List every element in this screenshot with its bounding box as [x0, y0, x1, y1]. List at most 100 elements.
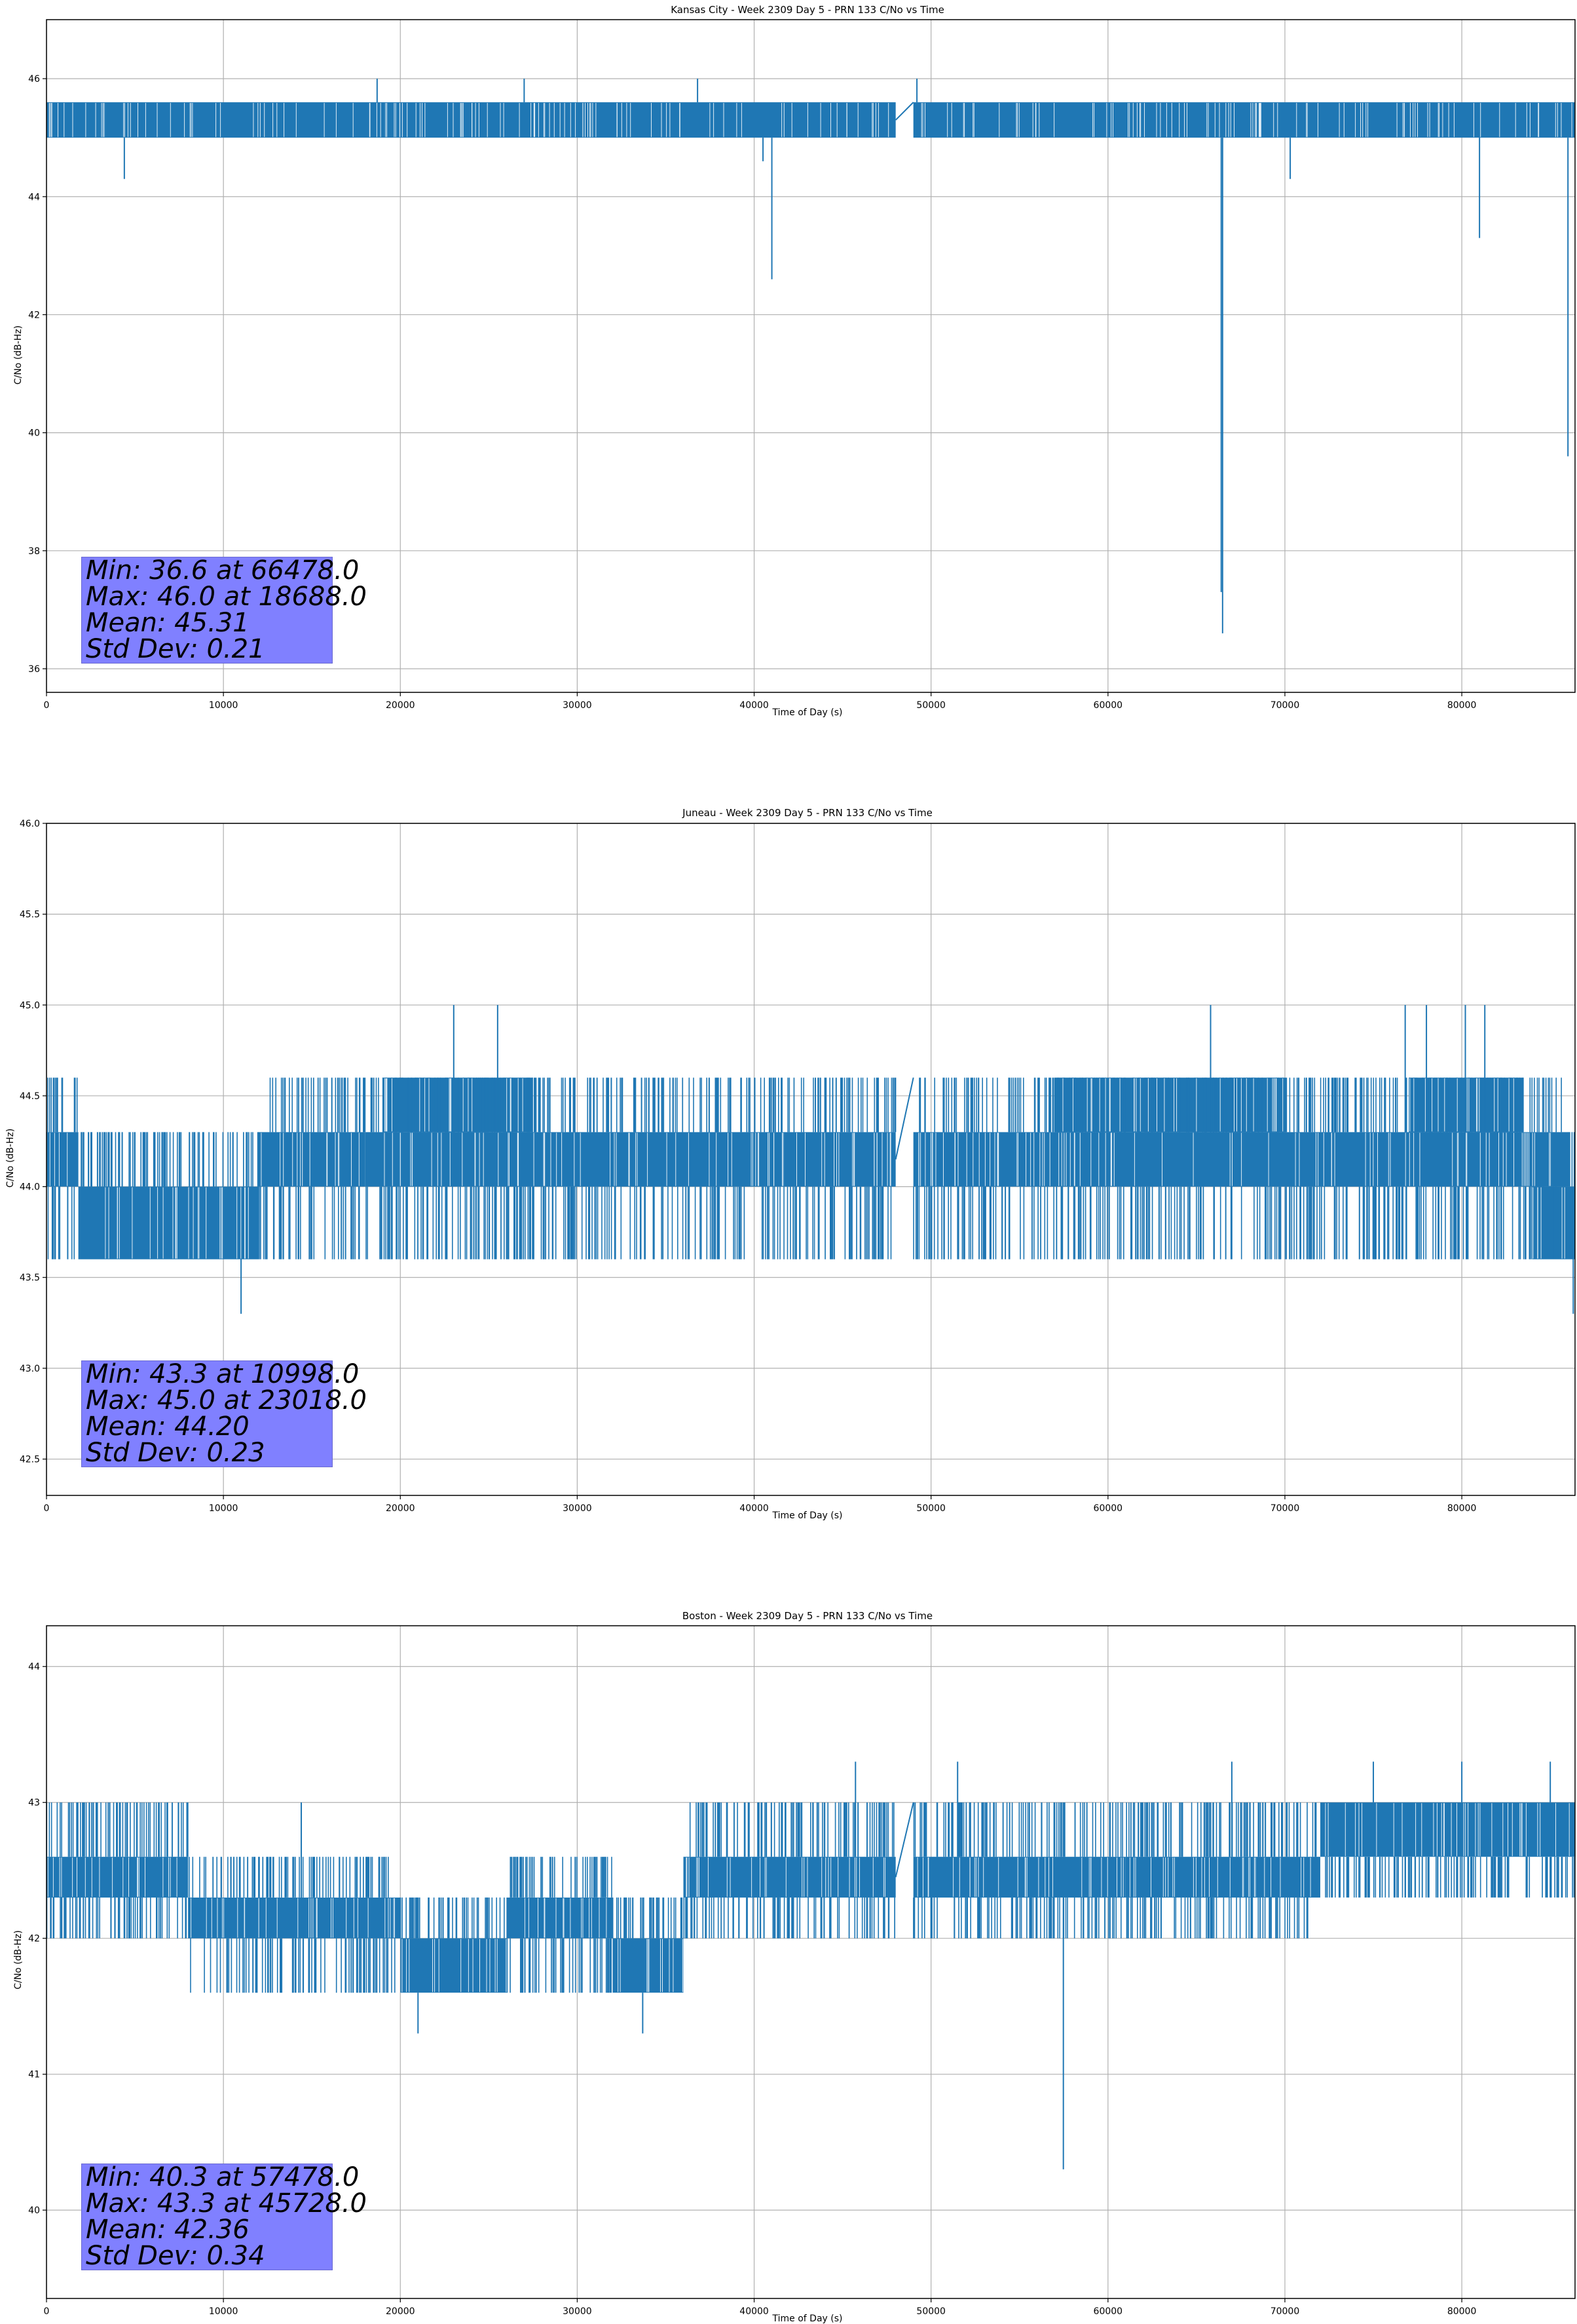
stats-max: Max: 45.0 at 23018.0 — [86, 1385, 367, 1415]
x-tick-label: 80000 — [1447, 700, 1477, 711]
stats-std: Std Dev: 0.34 — [86, 2241, 265, 2271]
chart-title: Kansas City - Week 2309 Day 5 - PRN 133 … — [671, 4, 944, 16]
y-tick-label: 43.5 — [20, 1273, 40, 1283]
gap-connector — [895, 1078, 914, 1160]
chart-title: Juneau - Week 2309 Day 5 - PRN 133 C/No … — [682, 807, 933, 819]
subplot-juneau: Juneau - Week 2309 Day 5 - PRN 133 C/No … — [5, 807, 1576, 1521]
stats-std: Std Dev: 0.21 — [86, 634, 265, 664]
signal-band — [400, 1938, 507, 1993]
signal-band — [1054, 1078, 1285, 1133]
stats-mean: Mean: 42.36 — [86, 2215, 250, 2245]
x-tick-label: 20000 — [386, 1503, 415, 1514]
signal-band — [78, 1186, 259, 1260]
stats-box-kansas-city: Min: 36.6 at 66478.0 Max: 46.0 at 18688.… — [81, 555, 367, 664]
signal-band — [188, 1897, 401, 1939]
signal-band — [259, 1132, 365, 1187]
x-tick-label: 30000 — [563, 700, 592, 711]
subplot-kansas-city: Kansas City - Week 2309 Day 5 - PRN 133 … — [13, 4, 1576, 718]
x-tick-label: 60000 — [1094, 1503, 1123, 1514]
signal-band — [46, 1132, 79, 1187]
data-series — [46, 1005, 1575, 1314]
y-axis-label: C/No (dB-Hz) — [13, 326, 24, 384]
plot-frame — [46, 19, 1576, 693]
y-tick-label: 42.5 — [20, 1455, 40, 1465]
y-tick-label: 36 — [28, 664, 40, 675]
signal-band — [913, 102, 1575, 138]
subplot-boston: Boston - Week 2309 Day 5 - PRN 133 C/No … — [13, 1610, 1576, 2324]
y-tick-label: 45.5 — [20, 910, 40, 920]
y-axis-label: C/No (dB-Hz) — [13, 1930, 24, 1989]
signal-band — [683, 1856, 896, 1898]
stats-box-juneau: Min: 43.3 at 10998.0 Max: 45.0 at 23018.… — [81, 1359, 367, 1468]
gap-connector — [895, 1802, 914, 1878]
gap-connector — [895, 102, 914, 121]
y-tick-label: 44.0 — [20, 1182, 40, 1193]
stats-max: Max: 46.0 at 18688.0 — [86, 582, 367, 612]
stats-std: Std Dev: 0.23 — [86, 1438, 265, 1468]
y-tick-label: 43.0 — [20, 1364, 40, 1374]
y-axis-label: C/No (dB-Hz) — [5, 1129, 16, 1188]
plot-frame — [46, 823, 1576, 1496]
stats-box-boston: Min: 40.3 at 57478.0 Max: 43.3 at 45728.… — [81, 2162, 367, 2271]
data-series — [46, 1761, 1575, 2169]
x-axis-label: Time of Day (s) — [772, 707, 843, 718]
y-tick-label: 45.0 — [20, 1000, 40, 1011]
y-tick-label: 44.5 — [20, 1091, 40, 1102]
stats-min: Min: 40.3 at 57478.0 — [86, 2162, 360, 2192]
stats-min: Min: 36.6 at 66478.0 — [86, 555, 360, 586]
x-tick-label: 50000 — [916, 2306, 946, 2317]
y-tick-label: 41 — [28, 2070, 40, 2080]
signal-band — [365, 1132, 896, 1187]
x-tick-label: 80000 — [1447, 1503, 1477, 1514]
signal-band — [1125, 1856, 1320, 1898]
y-tick-label: 40 — [28, 2205, 40, 2216]
x-tick-label: 30000 — [563, 2306, 592, 2317]
signal-band — [46, 1856, 126, 1898]
y-tick-label: 44 — [28, 192, 40, 202]
plot-frame — [46, 1625, 1576, 2299]
band-texture — [48, 103, 1572, 138]
signal-band — [506, 1897, 613, 1939]
y-tick-label: 40 — [28, 428, 40, 439]
band-texture — [47, 1803, 1570, 1993]
y-tick-label: 46.0 — [20, 819, 40, 829]
signal-excursions — [46, 1802, 1575, 1993]
x-tick-label: 50000 — [916, 700, 946, 711]
y-tick-label: 42 — [28, 310, 40, 320]
x-axis-label: Time of Day (s) — [772, 2314, 843, 2324]
x-tick-label: 20000 — [386, 700, 415, 711]
x-tick-label: 20000 — [386, 2306, 415, 2317]
x-tick-label: 60000 — [1094, 2306, 1123, 2317]
x-tick-label: 30000 — [563, 1503, 592, 1514]
x-tick-label: 0 — [44, 1503, 50, 1514]
y-tick-label: 43 — [28, 1798, 40, 1809]
stats-min: Min: 43.3 at 10998.0 — [86, 1359, 360, 1389]
x-tick-label: 0 — [44, 2306, 50, 2317]
x-tick-label: 40000 — [739, 700, 769, 711]
x-tick-label: 10000 — [209, 2306, 238, 2317]
x-tick-label: 80000 — [1447, 2306, 1477, 2317]
x-tick-label: 50000 — [916, 1503, 946, 1514]
stats-mean: Mean: 44.20 — [86, 1412, 250, 1442]
x-axis-label: Time of Day (s) — [772, 1510, 843, 1521]
data-series — [46, 79, 1575, 633]
signal-band — [1320, 1802, 1575, 1857]
signal-band — [126, 1856, 189, 1898]
y-tick-label: 46 — [28, 74, 40, 84]
signal-band — [913, 1132, 1568, 1187]
x-tick-label: 0 — [44, 700, 50, 711]
signal-band — [913, 1856, 1126, 1898]
x-tick-label: 70000 — [1271, 2306, 1300, 2317]
y-tick-label: 44 — [28, 1662, 40, 1672]
signal-band — [46, 102, 896, 138]
signal-excursions — [47, 1078, 1575, 1260]
stats-mean: Mean: 45.31 — [86, 608, 250, 638]
stats-max: Max: 43.3 at 45728.0 — [86, 2188, 367, 2219]
y-tick-label: 42 — [28, 1934, 40, 1944]
x-tick-label: 10000 — [209, 700, 238, 711]
x-tick-label: 70000 — [1271, 700, 1300, 711]
x-tick-label: 10000 — [209, 1503, 238, 1514]
y-tick-label: 38 — [28, 546, 40, 557]
x-tick-label: 40000 — [739, 2306, 769, 2317]
x-tick-label: 60000 — [1094, 700, 1123, 711]
